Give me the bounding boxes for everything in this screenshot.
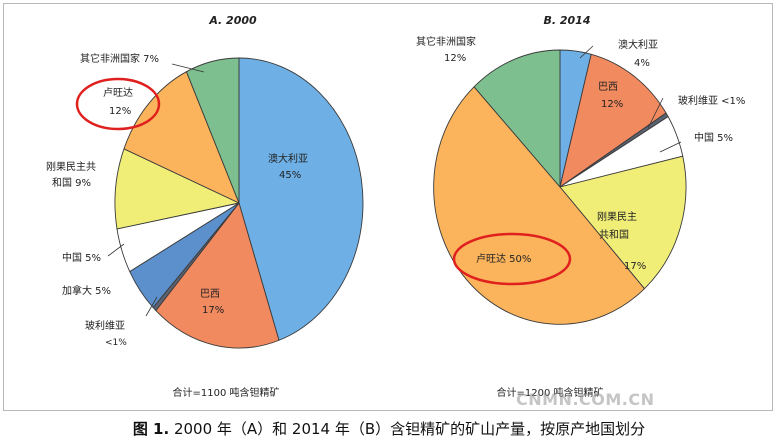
pie-slice-other-africa: [473, 49, 561, 188]
caption-text: 2000 年（A）和 2014 年（B）含钽精矿的矿山产量，按原产地国划分: [173, 420, 646, 438]
label-drc-line2-a: 和国 9%: [52, 177, 91, 189]
pie-slice-drc: [559, 155, 687, 290]
leader-line-bolivia-b: [647, 97, 664, 129]
label-drc-line1-b: 刚果民主: [597, 211, 637, 223]
label-china-a: 中国 5%: [62, 251, 101, 264]
leader-line-china-b: [659, 141, 682, 153]
label-australia-pct-a: 45%: [279, 170, 301, 181]
pie-charts: A. 2000 B. 2014 其它非洲国家 7% 卢旺达 12% 刚果民主共 …: [46, 14, 745, 399]
total-note-b: 合计=1200 吨含钽精矿: [496, 386, 603, 399]
chart-title-b: B. 2014: [543, 14, 590, 27]
caption-label: 图 1.: [132, 420, 170, 438]
leader-line-bolivia-a: [145, 296, 158, 317]
highlight-rwanda-2014: [452, 232, 572, 286]
label-rwanda-a: 卢旺达: [103, 86, 133, 99]
label-other-pct-b: 12%: [444, 53, 466, 64]
label-bolivia-a: 玻利维亚: [85, 319, 125, 332]
pie-slice-rwanda: [123, 71, 240, 204]
watermark: CNMN.COM.CN: [516, 390, 655, 409]
pie-2000: [114, 57, 364, 349]
label-rwanda-b: 卢旺达 50%: [476, 252, 531, 265]
label-brazil-pct-b: 12%: [601, 99, 623, 110]
leader-line-other-a: [171, 63, 205, 73]
label-brazil-pct-a: 17%: [202, 305, 224, 316]
label-bolivia-b: 玻利维亚 <1%: [678, 94, 745, 107]
chart-title-a: A. 2000: [208, 14, 257, 27]
highlight-rwanda-2000: [75, 77, 161, 131]
pie-slice-australia: [238, 57, 364, 341]
label-drc-line1-a: 刚果民主共: [46, 161, 96, 173]
label-drc-line2-b: 共和国: [599, 229, 629, 241]
label-other-a: 其它非洲国家 7%: [80, 52, 159, 65]
label-other-b: 其它非洲国家: [416, 35, 476, 48]
label-australia-pct-b: 4%: [634, 58, 650, 69]
pie-slice-drc: [114, 148, 240, 230]
leader-lines: [107, 45, 682, 317]
label-australia-b: 澳大利亚: [618, 38, 658, 51]
pie-slice-brazil: [559, 53, 667, 188]
label-rwanda-pct-a: 12%: [109, 106, 131, 117]
total-note-a: 合计=1100 吨含钽精矿: [172, 386, 279, 399]
label-canada-a: 加拿大 5%: [62, 284, 111, 297]
leader-line-china-a: [107, 243, 125, 257]
pie-2014: [433, 49, 687, 325]
label-brazil-b: 巴西: [598, 81, 618, 93]
pie-slice-other-africa: [186, 57, 240, 204]
leader-line-australia-b: [579, 45, 594, 59]
label-australia-a: 澳大利亚: [268, 152, 308, 165]
label-brazil-a: 巴西: [200, 288, 220, 300]
pie-slice-brazil: [155, 202, 280, 349]
pie-slice-rwanda: [433, 86, 645, 325]
label-bolivia-pct-a: <1%: [105, 338, 127, 348]
label-drc-pct-b: 17%: [624, 261, 646, 272]
label-china-b: 中国 5%: [694, 131, 733, 144]
figure-caption: 图 1. 2000 年（A）和 2014 年（B）含钽精矿的矿山产量，按原产地国…: [0, 418, 778, 439]
